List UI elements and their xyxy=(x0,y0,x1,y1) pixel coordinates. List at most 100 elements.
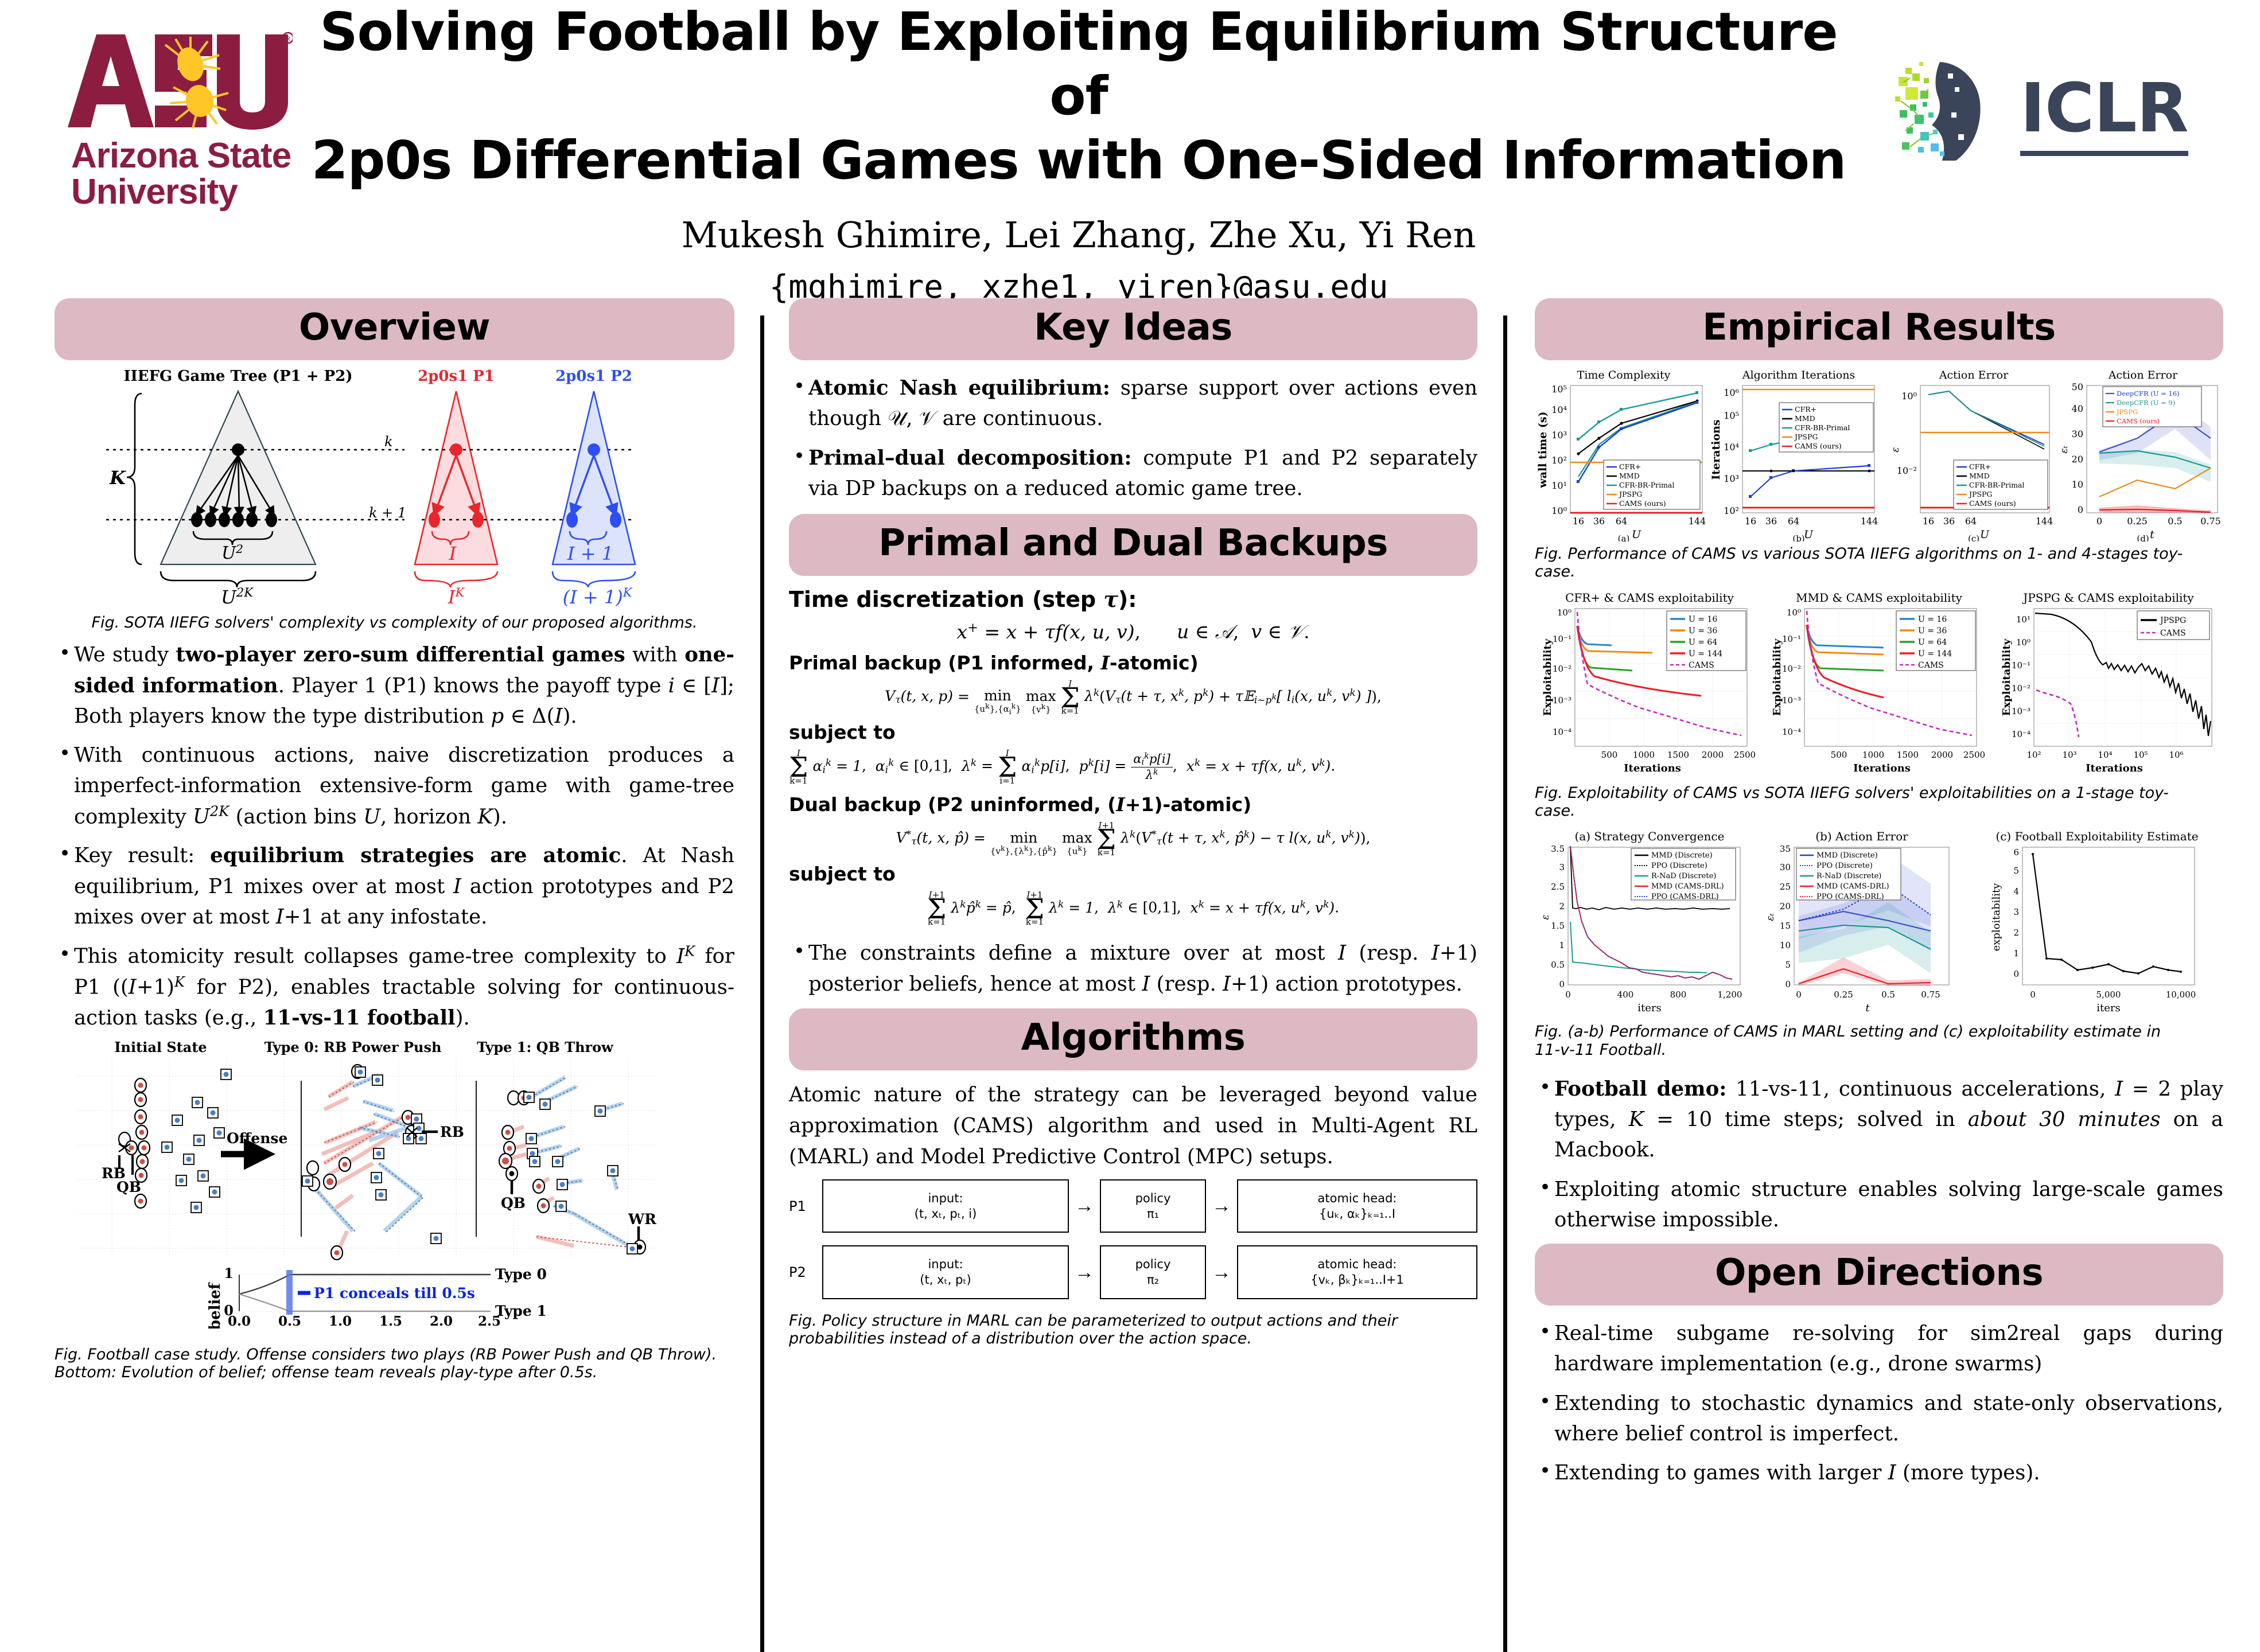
chart-a-ytick-4: 10⁴ xyxy=(1551,404,1567,415)
chart-mmd-cams-exploitability: MMD & CAMS exploitability 10⁻⁴ 10⁻³ 10⁻²… xyxy=(1771,591,1985,774)
tree-branch-p1: I xyxy=(449,543,457,564)
chart-e1-yt4: 10⁰ xyxy=(1557,607,1572,618)
football-panel2-title: Type 0: RB Power Push xyxy=(264,1042,442,1055)
chart-b-title: Algorithm Iterations xyxy=(1742,369,1855,381)
chart-c-xtick-0: 16 xyxy=(1923,516,1934,527)
chart-f3-xt1: 5,000 xyxy=(2096,989,2121,1000)
chart-f2-legend: MMD (Discrete) PPO (Discrete) R-NaD (Dis… xyxy=(1796,848,1901,901)
open-directions-bullet-list: Real-time subgame re-solving for sim2rea… xyxy=(1535,1317,2223,1488)
chart-action-error-u: Action Error 10⁰ 10⁻² ε 16 36 64 144 U xyxy=(1890,369,2053,544)
football-figure: Initial State Type 0: RB Power Push Type… xyxy=(55,1039,734,1330)
tree-label-iiefg: IIEFG Game Tree (P1 + P2) xyxy=(123,369,352,385)
chart-f2-xt0: 0 xyxy=(1796,989,1802,1000)
svg-text:CFR-BR-Primal: CFR-BR-Primal xyxy=(1969,481,2024,489)
chart-f2-yt0: 0 xyxy=(1785,979,1791,989)
column-middle: Key Ideas Atomic Nash equilibrium: spars… xyxy=(789,298,1477,1348)
chart-e1-xt2: 1500 xyxy=(1667,750,1689,760)
chart-d-ytick-2: 20 xyxy=(2072,454,2083,465)
section-header-open-directions: Open Directions xyxy=(1535,1244,2223,1306)
overview-bullet-1: We study two-player zero-sum differentia… xyxy=(55,638,734,731)
chart-d-xlabel: t xyxy=(2150,528,2154,541)
chart-marl-action-error: (b) Action Error 0 5 10 15 20 25 30 35 ε… xyxy=(1765,829,1950,1014)
time-discretization-equation: x+ = x + τf(x, u, v), u ∈ 𝒜, v ∈ 𝒱. xyxy=(956,620,1310,643)
svg-text:PPO (CAMS-DRL): PPO (CAMS-DRL) xyxy=(1816,893,1884,901)
section-header-empirical: Empirical Results xyxy=(1535,298,2223,360)
svg-text:U = 36: U = 36 xyxy=(1918,626,1947,636)
chart-f1-yt6: 3 xyxy=(1559,862,1565,872)
chart-f3-ylabel: exploitability xyxy=(1990,883,2002,952)
chart-d-ytick-3: 30 xyxy=(2072,428,2083,439)
football-panel3-title: Type 1: QB Throw xyxy=(477,1042,614,1055)
chart-row-3: (a) Strategy Convergence 0 0.5 1 1.5 2 2… xyxy=(1535,829,2223,1019)
chart-f2-xlabel: t xyxy=(1865,1002,1870,1014)
chart-cfr-cams-exploitability: CFR+ & CAMS exploitability 10⁻⁴ 10⁻³ 10⁻… xyxy=(1542,591,1756,774)
chart-f1-yt0: 0 xyxy=(1559,979,1565,989)
svg-text:U = 64: U = 64 xyxy=(1918,638,1947,647)
chart-b-ytick-4: 10⁶ xyxy=(1724,387,1739,398)
svg-text:JPSPG: JPSPG xyxy=(2116,408,2138,416)
svg-text:R-NaD (Discrete): R-NaD (Discrete) xyxy=(1651,872,1716,880)
chart-b-ylabel: Iterations xyxy=(1710,419,1722,480)
column-right: Empirical Results Time Complexity 10⁰ 10… xyxy=(1535,298,2223,1497)
policy-p2-head-l1: atomic head: xyxy=(1317,1257,1397,1272)
policy-row-p2-label: P2 xyxy=(789,1264,806,1281)
chart-c-title: Action Error xyxy=(1939,369,2009,381)
empirical-bullet-list: Football demo: 11-vs-11, continuous acce… xyxy=(1535,1073,2223,1235)
chart-f3-yt0: 0 xyxy=(2013,969,2019,979)
chart-f1-title: (a) Strategy Convergence xyxy=(1575,830,1725,843)
chart-b-xtick-3: 144 xyxy=(1861,516,1878,527)
policy-p2-head-box: atomic head: {vₖ, βₖ}ₖ₌₁..I+1 xyxy=(1237,1245,1477,1300)
chart-row-2-svg: CFR+ & CAMS exploitability 10⁻⁴ 10⁻³ 10⁻… xyxy=(1542,591,2212,774)
primal-subject-to: subject to xyxy=(789,721,896,744)
chart-f2-yt2: 10 xyxy=(1780,940,1791,950)
football-panel1-title: Initial State xyxy=(114,1042,207,1055)
tree-row-k: k xyxy=(384,434,393,450)
chart-e1-xt0: 500 xyxy=(1601,750,1618,760)
belief-series-type1: Type 1 xyxy=(495,1303,547,1319)
policy-p1-arrow-2: → xyxy=(1212,1195,1231,1217)
poster-title-line1: Solving Football by Exploiting Equilibri… xyxy=(320,1,1838,127)
poster-title-line2: 2p0s Differential Games with One-Sided I… xyxy=(311,130,1847,192)
column-left: Overview IIEFG Game Tree (P1 + P2) 2p0s1… xyxy=(55,298,734,1382)
chart-e2-yt0: 10⁻⁴ xyxy=(1782,727,1801,737)
svg-text:CAMS: CAMS xyxy=(2160,629,2186,638)
dual-backup-label: Dual backup (P2 uninformed, (I+1)-atomic… xyxy=(789,793,1252,816)
svg-text:U = 144: U = 144 xyxy=(1918,649,1952,659)
chart-c-subcaption: (c) xyxy=(1968,533,1979,541)
empirical-caption3-line2: 11-v-11 Football. xyxy=(1535,1041,1667,1059)
chart-f2-xt2: 0.5 xyxy=(1881,989,1895,1000)
chart-c-xtick-2: 64 xyxy=(1965,516,1977,527)
chart-c-xtick-1: 36 xyxy=(1943,516,1955,527)
empirical-caption2-line2: case. xyxy=(1535,801,1576,820)
chart-row-1-svg: Time Complexity 10⁰ 10¹ 10² 10³ 10⁴ 10⁵ … xyxy=(1537,369,2221,544)
dual-subject-to: subject to xyxy=(789,862,896,885)
game-tree-svg: IIEFG Game Tree (P1 + P2) 2p0s1 P1 2p0s1… xyxy=(106,368,636,608)
policy-row-p1: P1 input: (t, xₜ, pₜ, i) → policy π₁ → a… xyxy=(789,1179,1477,1233)
policy-row-p1-label: P1 xyxy=(789,1198,806,1214)
chart-e1-xt1: 1000 xyxy=(1633,750,1655,760)
policy-p2-policy-box: policy π₂ xyxy=(1100,1245,1206,1300)
open-direction-2: Extending to stochastic dynamics and sta… xyxy=(1535,1387,2223,1450)
svg-text:DeepCFR (U = 16): DeepCFR (U = 16) xyxy=(2117,389,2180,398)
chart-d-xtick-2: 0.5 xyxy=(2168,516,2182,527)
football-label-rb-type0: RB xyxy=(440,1124,464,1140)
primal-backup-label: Primal backup (P1 informed, I-atomic) xyxy=(789,651,1199,674)
chart-f1-xt2: 800 xyxy=(1670,989,1687,1000)
asu-logo: R Arizona State University xyxy=(63,29,294,218)
chart-a-ytick-0: 10⁰ xyxy=(1551,505,1567,516)
svg-text:U = 16: U = 16 xyxy=(1918,615,1947,624)
svg-text:U = 64: U = 64 xyxy=(1689,638,1717,647)
key-ideas-bullet-list: Atomic Nash equilibrium: sparse support … xyxy=(789,372,1477,504)
policy-p1-input-l2: (t, xₜ, pₜ, i) xyxy=(914,1206,977,1221)
chart-f2-xt1: 0.25 xyxy=(1834,989,1853,1000)
svg-text:CAMS: CAMS xyxy=(1689,661,1714,670)
chart-b-ytick-2: 10⁴ xyxy=(1724,442,1739,453)
section-header-overview: Overview xyxy=(55,298,734,360)
chart-e2-yt2: 10⁻² xyxy=(1782,664,1801,674)
chart-f1-xlabel: iters xyxy=(1637,1002,1661,1014)
svg-text:PPO (CAMS-DRL): PPO (CAMS-DRL) xyxy=(1651,893,1719,901)
chart-f3-yt3: 3 xyxy=(2013,907,2019,917)
chart-f1-xt0: 0 xyxy=(1565,989,1571,1000)
chart-d-subcaption: (d) xyxy=(2137,533,2149,541)
chart-a-subcaption: (a) xyxy=(1618,533,1630,541)
